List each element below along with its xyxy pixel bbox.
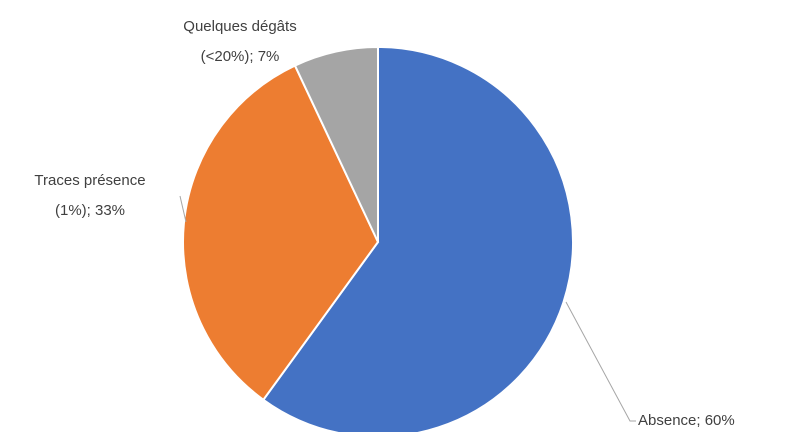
- pie-slice: [261, 45, 574, 432]
- pie-slice: [293, 45, 379, 243]
- data-label: (<20%); 7%: [201, 48, 280, 65]
- leader-line: [179, 195, 187, 223]
- data-label: (1%); 33%: [55, 202, 125, 219]
- data-label: Absence; 60%: [638, 412, 735, 429]
- leader-line: [565, 301, 636, 422]
- pie-slice: [182, 64, 380, 402]
- data-label: Quelques dégâts: [183, 18, 296, 35]
- data-label: Traces présence: [34, 172, 145, 189]
